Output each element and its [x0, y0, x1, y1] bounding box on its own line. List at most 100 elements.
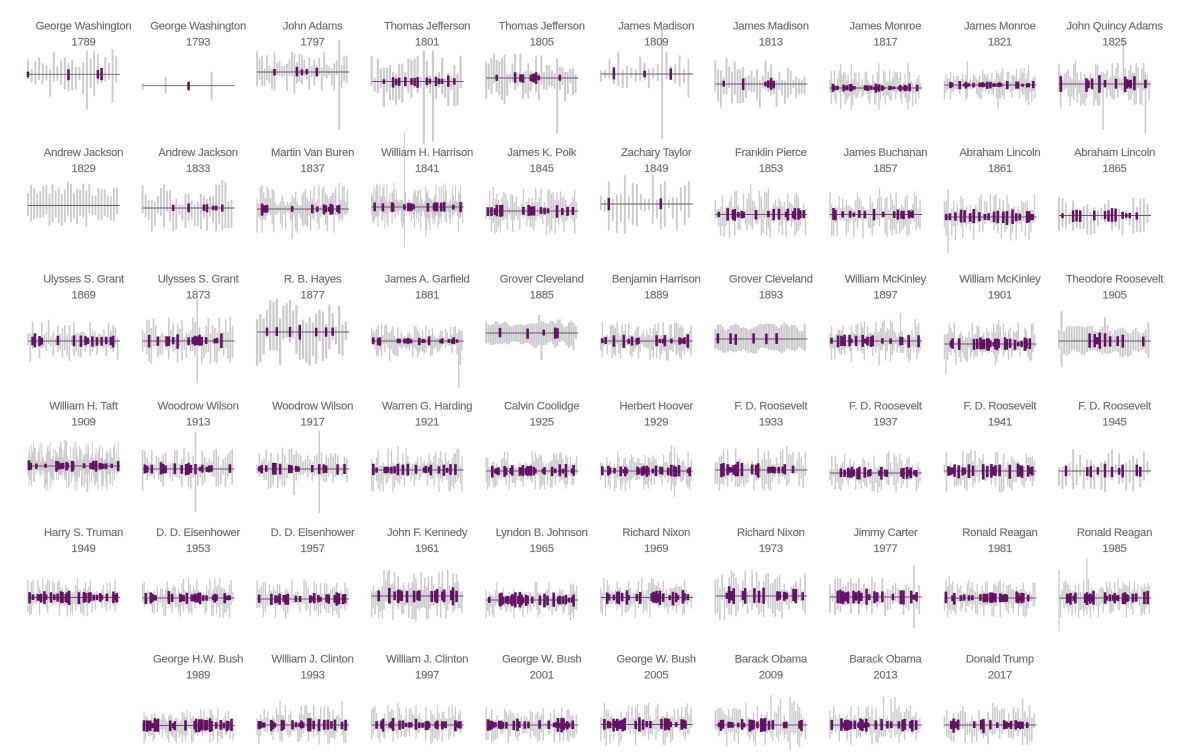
svg-text:1809: 1809	[644, 37, 668, 49]
svg-text:Andrew Jackson: Andrew Jackson	[158, 147, 237, 159]
svg-text:2005: 2005	[644, 670, 668, 682]
svg-text:1793: 1793	[186, 37, 210, 49]
svg-text:James K. Polk: James K. Polk	[507, 147, 577, 159]
svg-text:John F. Kennedy: John F. Kennedy	[387, 527, 468, 539]
svg-text:Benjamin Harrison: Benjamin Harrison	[612, 274, 701, 286]
svg-text:1873: 1873	[186, 290, 210, 302]
svg-text:1921: 1921	[415, 416, 439, 428]
svg-text:1789: 1789	[71, 37, 95, 49]
svg-text:James Buchanan: James Buchanan	[844, 147, 928, 159]
svg-text:R. B. Hayes: R. B. Hayes	[284, 274, 342, 286]
svg-text:1897: 1897	[873, 290, 897, 302]
svg-text:F. D. Roosevelt: F. D. Roosevelt	[734, 400, 808, 412]
svg-text:George W. Bush: George W. Bush	[502, 654, 581, 666]
svg-text:1841: 1841	[415, 163, 439, 175]
svg-text:Ronald Reagan: Ronald Reagan	[962, 527, 1037, 539]
svg-text:Grover Cleveland: Grover Cleveland	[729, 274, 813, 286]
svg-text:Thomas Jefferson: Thomas Jefferson	[384, 21, 470, 33]
svg-text:F. D. Roosevelt: F. D. Roosevelt	[849, 400, 923, 412]
svg-text:1821: 1821	[988, 37, 1012, 49]
svg-text:1805: 1805	[530, 37, 554, 49]
svg-text:1837: 1837	[301, 163, 325, 175]
svg-text:1973: 1973	[759, 543, 783, 555]
svg-text:1949: 1949	[71, 543, 95, 555]
svg-text:1817: 1817	[873, 37, 897, 49]
svg-text:1865: 1865	[1102, 163, 1126, 175]
svg-text:James Monroe: James Monroe	[850, 21, 922, 33]
svg-text:D. D. Eisenhower: D. D. Eisenhower	[271, 527, 355, 539]
svg-text:Zachary Taylor: Zachary Taylor	[621, 147, 692, 159]
svg-text:1997: 1997	[415, 670, 439, 682]
svg-text:1965: 1965	[530, 543, 554, 555]
svg-text:2009: 2009	[759, 670, 783, 682]
svg-text:1945: 1945	[1102, 416, 1126, 428]
svg-text:1797: 1797	[301, 37, 325, 49]
svg-text:Andrew Jackson: Andrew Jackson	[44, 147, 123, 159]
svg-text:Jimmy Carter: Jimmy Carter	[853, 527, 918, 539]
svg-text:1801: 1801	[415, 37, 439, 49]
svg-text:1901: 1901	[988, 290, 1012, 302]
svg-text:Franklin Pierce: Franklin Pierce	[735, 147, 807, 159]
svg-text:William H. Harrison: William H. Harrison	[381, 147, 473, 159]
svg-text:1881: 1881	[415, 290, 439, 302]
svg-text:Woodrow Wilson: Woodrow Wilson	[272, 400, 353, 412]
svg-text:F. D. Roosevelt: F. D. Roosevelt	[963, 400, 1037, 412]
svg-text:1825: 1825	[1102, 37, 1126, 49]
svg-text:William McKinley: William McKinley	[845, 274, 927, 286]
svg-text:1861: 1861	[988, 163, 1012, 175]
svg-text:1929: 1929	[644, 416, 668, 428]
svg-text:1913: 1913	[186, 416, 210, 428]
svg-text:John Adams: John Adams	[283, 21, 343, 33]
svg-text:1893: 1893	[759, 290, 783, 302]
svg-text:Richard Nixon: Richard Nixon	[737, 527, 805, 539]
svg-text:1917: 1917	[301, 416, 325, 428]
svg-text:William H. Taft: William H. Taft	[49, 400, 118, 412]
svg-text:1933: 1933	[759, 416, 783, 428]
svg-text:Calvin Coolidge: Calvin Coolidge	[504, 400, 579, 412]
svg-text:Abraham Lincoln: Abraham Lincoln	[959, 147, 1040, 159]
svg-text:1849: 1849	[644, 163, 668, 175]
svg-text:1885: 1885	[530, 290, 554, 302]
svg-text:Grover Cleveland: Grover Cleveland	[500, 274, 584, 286]
svg-text:William McKinley: William McKinley	[959, 274, 1041, 286]
svg-text:1857: 1857	[873, 163, 897, 175]
svg-text:1905: 1905	[1102, 290, 1126, 302]
svg-text:Harry S. Truman: Harry S. Truman	[44, 527, 123, 539]
svg-text:William J. Clinton: William J. Clinton	[272, 654, 354, 666]
svg-text:Theodore Roosevelt: Theodore Roosevelt	[1066, 274, 1164, 286]
svg-text:1993: 1993	[301, 670, 325, 682]
svg-text:James Madison: James Madison	[733, 21, 809, 33]
svg-text:Martin Van Buren: Martin Van Buren	[271, 147, 354, 159]
svg-text:William J. Clinton: William J. Clinton	[386, 654, 468, 666]
svg-text:1977: 1977	[873, 543, 897, 555]
svg-text:1985: 1985	[1102, 543, 1126, 555]
svg-text:James A. Garfield: James A. Garfield	[385, 274, 470, 286]
svg-text:2013: 2013	[873, 670, 897, 682]
svg-text:F. D. Roosevelt: F. D. Roosevelt	[1078, 400, 1152, 412]
svg-text:1961: 1961	[415, 543, 439, 555]
svg-text:Ulysses S. Grant: Ulysses S. Grant	[43, 274, 125, 286]
svg-text:Thomas Jefferson: Thomas Jefferson	[499, 21, 585, 33]
svg-text:Ulysses S. Grant: Ulysses S. Grant	[158, 274, 240, 286]
svg-text:1941: 1941	[988, 416, 1012, 428]
svg-text:1957: 1957	[301, 543, 325, 555]
svg-text:2017: 2017	[988, 670, 1012, 682]
svg-text:1925: 1925	[530, 416, 554, 428]
svg-text:George Washington: George Washington	[36, 21, 132, 33]
svg-text:James Monroe: James Monroe	[964, 21, 1036, 33]
svg-text:Lyndon B. Johnson: Lyndon B. Johnson	[496, 527, 588, 539]
svg-text:D. D. Eisenhower: D. D. Eisenhower	[156, 527, 240, 539]
svg-text:1869: 1869	[71, 290, 95, 302]
svg-text:1953: 1953	[186, 543, 210, 555]
svg-text:1813: 1813	[759, 37, 783, 49]
svg-text:1969: 1969	[644, 543, 668, 555]
svg-text:James Madison: James Madison	[618, 21, 694, 33]
svg-text:Abraham Lincoln: Abraham Lincoln	[1074, 147, 1155, 159]
svg-text:1853: 1853	[759, 163, 783, 175]
svg-text:1833: 1833	[186, 163, 210, 175]
svg-text:1889: 1889	[644, 290, 668, 302]
svg-text:Warren G. Harding: Warren G. Harding	[382, 400, 472, 412]
svg-text:Herbert Hoover: Herbert Hoover	[619, 400, 693, 412]
svg-text:1937: 1937	[873, 416, 897, 428]
svg-text:Ronald Reagan: Ronald Reagan	[1077, 527, 1152, 539]
